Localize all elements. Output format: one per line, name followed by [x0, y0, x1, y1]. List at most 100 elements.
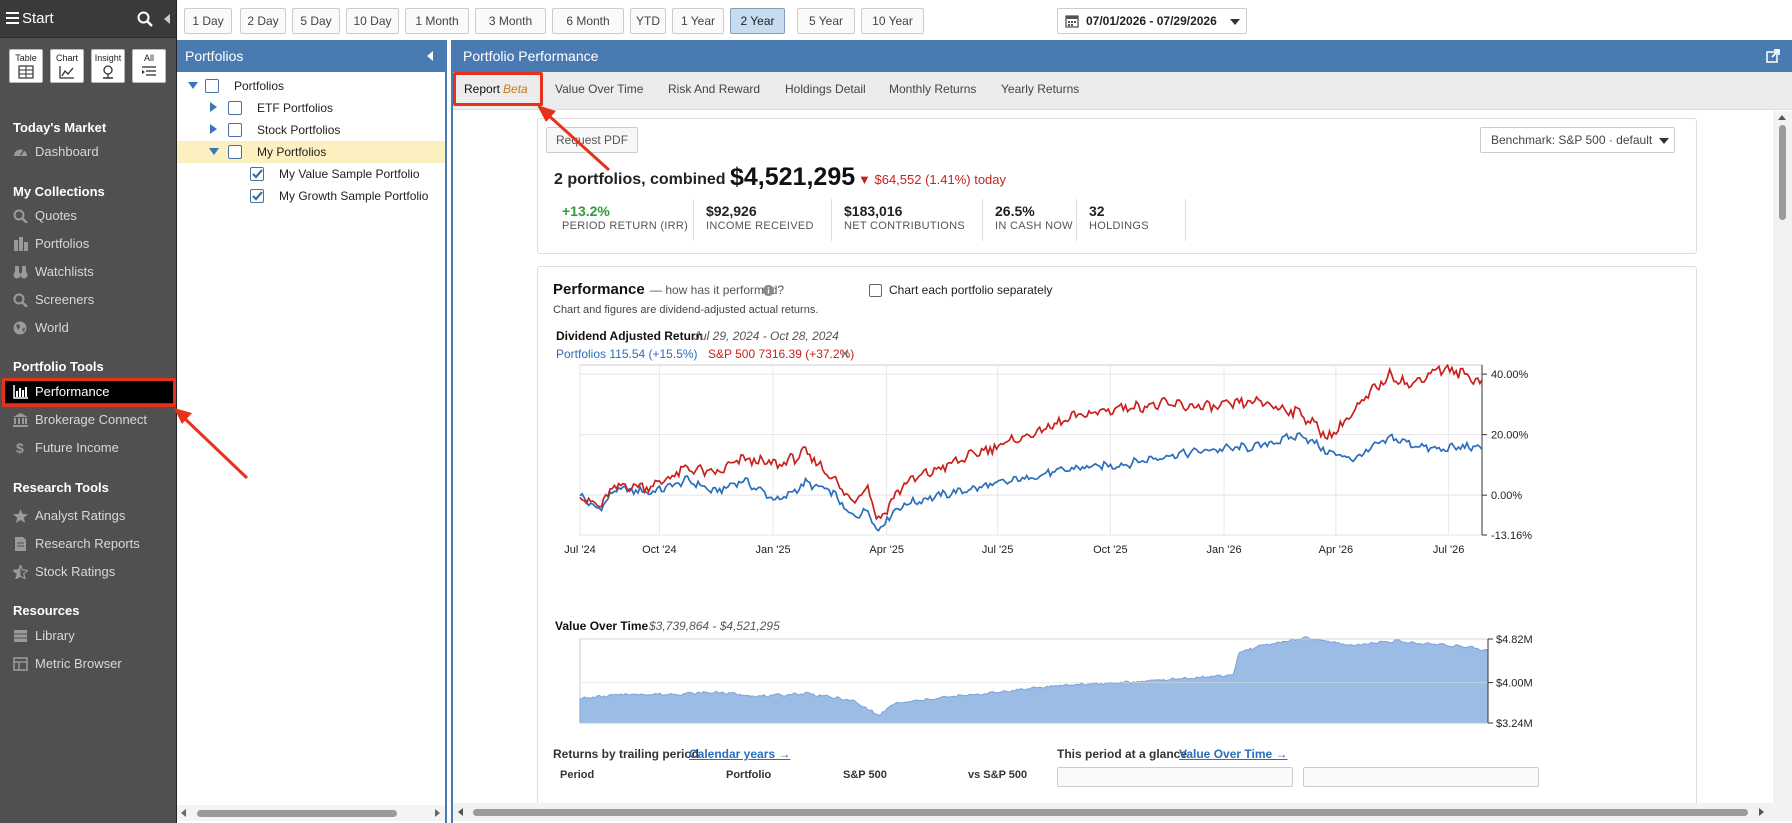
- range-button-2-year[interactable]: 2 Year: [730, 8, 785, 34]
- expanded-arrow-icon[interactable]: [209, 148, 219, 155]
- value-area[interactable]: [579, 636, 1489, 724]
- range-button-5-year[interactable]: 5 Year: [797, 8, 855, 34]
- collapsed-arrow-icon[interactable]: [210, 102, 217, 112]
- nav-item-quotes[interactable]: Quotes: [0, 205, 176, 227]
- view-chart-button[interactable]: Chart: [50, 49, 84, 83]
- tab-report[interactable]: Report Beta: [464, 82, 528, 96]
- nav-item-future-income[interactable]: $ Future Income: [0, 437, 176, 459]
- scrollbar-thumb[interactable]: [197, 810, 397, 817]
- calendar-years-link[interactable]: Calendar years →: [689, 747, 791, 761]
- tree-checkbox[interactable]: [228, 101, 242, 115]
- legend-sp500[interactable]: S&P 500 7316.39 (+37.2%): [708, 347, 855, 361]
- collapsed-arrow-icon[interactable]: [210, 124, 217, 134]
- nav-item-research-reports[interactable]: Research Reports: [0, 533, 176, 555]
- tree-node-stock-portfolios[interactable]: Stock Portfolios: [177, 119, 445, 141]
- nav-item-metric-browser[interactable]: Metric Browser: [0, 653, 176, 675]
- request-pdf-button[interactable]: Request PDF: [546, 127, 639, 153]
- view-insight-button[interactable]: Insight: [91, 49, 125, 83]
- tree-node-my-portfolios[interactable]: My Portfolios: [177, 141, 445, 163]
- nav-item-portfolios[interactable]: Portfolios: [0, 233, 176, 255]
- benchmark-select[interactable]: Benchmark: S&P 500 · default: [1480, 127, 1675, 153]
- nav-item-library[interactable]: Library: [0, 625, 176, 647]
- tree-node-my-growth-sample-portfolio[interactable]: My Growth Sample Portfolio: [177, 185, 445, 207]
- tree-label: My Portfolios: [257, 145, 327, 159]
- range-button-1-month[interactable]: 1 Month: [405, 8, 469, 34]
- range-button-3-month[interactable]: 3 Month: [475, 8, 546, 34]
- start-label[interactable]: Start: [22, 10, 54, 27]
- value-over-time-title: Value Over Time: [555, 619, 649, 633]
- return-chart[interactable]: 40.00% 20.00% 0.00% -13.16% Jul '24 Oct '24 Ja…: [538, 357, 1698, 557]
- remove-benchmark-icon[interactable]: ✕: [840, 347, 851, 361]
- range-button-ytd[interactable]: YTD: [630, 8, 666, 34]
- tab-value-over-time[interactable]: Value Over Time: [555, 82, 644, 96]
- chart-separately-checkbox[interactable]: [869, 284, 882, 297]
- x-tick-label: Apr '25: [869, 544, 904, 556]
- view-all-button[interactable]: All: [132, 49, 166, 83]
- series-line-s-p-500[interactable]: [579, 363, 1483, 521]
- scroll-left-icon[interactable]: [458, 808, 463, 816]
- scroll-right-icon[interactable]: [1759, 808, 1764, 816]
- chart-separately-label[interactable]: Chart each portfolio separately: [889, 283, 1053, 297]
- nav-item-screeners[interactable]: Screeners: [0, 289, 176, 311]
- view-table-button[interactable]: Table: [9, 49, 43, 83]
- value-over-time-chart[interactable]: $4.82M $4.00M $3.24M: [538, 635, 1698, 735]
- collapse-nav-icon[interactable]: [164, 14, 170, 24]
- portfolios-panel-header: Portfolios: [177, 40, 447, 72]
- range-button-10-day[interactable]: 10 Day: [346, 8, 399, 34]
- content-horizontal-scrollbar[interactable]: [453, 803, 1792, 821]
- nav-item-dashboard[interactable]: Dashboard: [0, 141, 176, 163]
- series-line-portfolios[interactable]: [579, 432, 1483, 532]
- nav-item-analyst-ratings[interactable]: Analyst Ratings: [0, 505, 176, 527]
- tree-node-my-value-sample-portfolio[interactable]: My Value Sample Portfolio: [177, 163, 445, 185]
- nav-item-stock-ratings[interactable]: Stock Ratings: [0, 561, 176, 583]
- content-vertical-scrollbar[interactable]: [1773, 111, 1792, 803]
- collapse-panel-icon[interactable]: [427, 51, 433, 61]
- portfolios-icon: [14, 237, 28, 251]
- tree-node-portfolios[interactable]: Portfolios: [177, 75, 445, 97]
- legend-portfolios[interactable]: Portfolios 115.54 (+15.5%): [556, 347, 698, 361]
- expanded-arrow-icon[interactable]: [188, 82, 198, 89]
- range-button-1-year[interactable]: 1 Year: [672, 8, 724, 34]
- dollar-icon: $: [16, 441, 24, 455]
- tree-node-etf-portfolios[interactable]: ETF Portfolios: [177, 97, 445, 119]
- today-change: ▼ $64,552 (1.41%) today: [858, 172, 1007, 187]
- popout-icon[interactable]: [1766, 49, 1780, 63]
- screeners-icon: [13, 293, 28, 307]
- nav-item-performance[interactable]: Performance: [4, 381, 174, 403]
- tab-holdings-detail[interactable]: Holdings Detail: [785, 82, 866, 96]
- value-over-time-link[interactable]: Value Over Time →: [1179, 747, 1288, 761]
- scrollbar-thumb[interactable]: [473, 809, 1748, 816]
- tab-monthly-returns[interactable]: Monthly Returns: [889, 82, 977, 96]
- range-button-1-day[interactable]: 1 Day: [184, 8, 232, 34]
- scrollbar-thumb[interactable]: [1779, 125, 1786, 220]
- y-tick-label: -13.16%: [1491, 530, 1532, 542]
- scroll-left-icon[interactable]: [181, 809, 186, 817]
- y-tick-label: $3.24M: [1496, 718, 1533, 730]
- portfolios-panel-scrollbar[interactable]: [177, 805, 445, 821]
- info-icon[interactable]: [763, 285, 774, 296]
- tab-yearly-returns[interactable]: Yearly Returns: [1001, 82, 1080, 96]
- kpi-net-contributions: $183,016 NET CONTRIBUTIONS: [831, 199, 982, 241]
- scroll-up-icon[interactable]: [1778, 115, 1786, 120]
- nav-item-world[interactable]: World: [0, 317, 176, 339]
- tree-checkbox-checked[interactable]: [250, 189, 264, 203]
- hamburger-icon[interactable]: [6, 12, 19, 24]
- tree-checkbox[interactable]: [205, 79, 219, 93]
- date-range-picker[interactable]: 07/01/2026 - 07/29/2026: [1057, 8, 1247, 34]
- tree-checkbox[interactable]: [228, 145, 242, 159]
- kpi-value: 26.5%: [995, 203, 1035, 219]
- total-value: $4,521,295: [730, 163, 856, 191]
- range-button-5-day[interactable]: 5 Day: [292, 8, 340, 34]
- tree-checkbox[interactable]: [228, 123, 242, 137]
- performance-note: Chart and figures are dividend-adjusted …: [553, 304, 819, 316]
- tree-checkbox-checked[interactable]: [250, 167, 264, 181]
- range-button-6-month[interactable]: 6 Month: [552, 8, 624, 34]
- nav-item-watchlists[interactable]: Watchlists: [0, 261, 176, 283]
- tree-label: Portfolios: [234, 79, 285, 93]
- range-button-2-day[interactable]: 2 Day: [240, 8, 286, 34]
- range-button-10-year[interactable]: 10 Year: [861, 8, 924, 34]
- search-icon[interactable]: [137, 11, 153, 27]
- nav-item-brokerage-connect[interactable]: Brokerage Connect: [0, 409, 176, 431]
- tab-risk-and-reward[interactable]: Risk And Reward: [668, 82, 761, 96]
- scroll-right-icon[interactable]: [435, 809, 440, 817]
